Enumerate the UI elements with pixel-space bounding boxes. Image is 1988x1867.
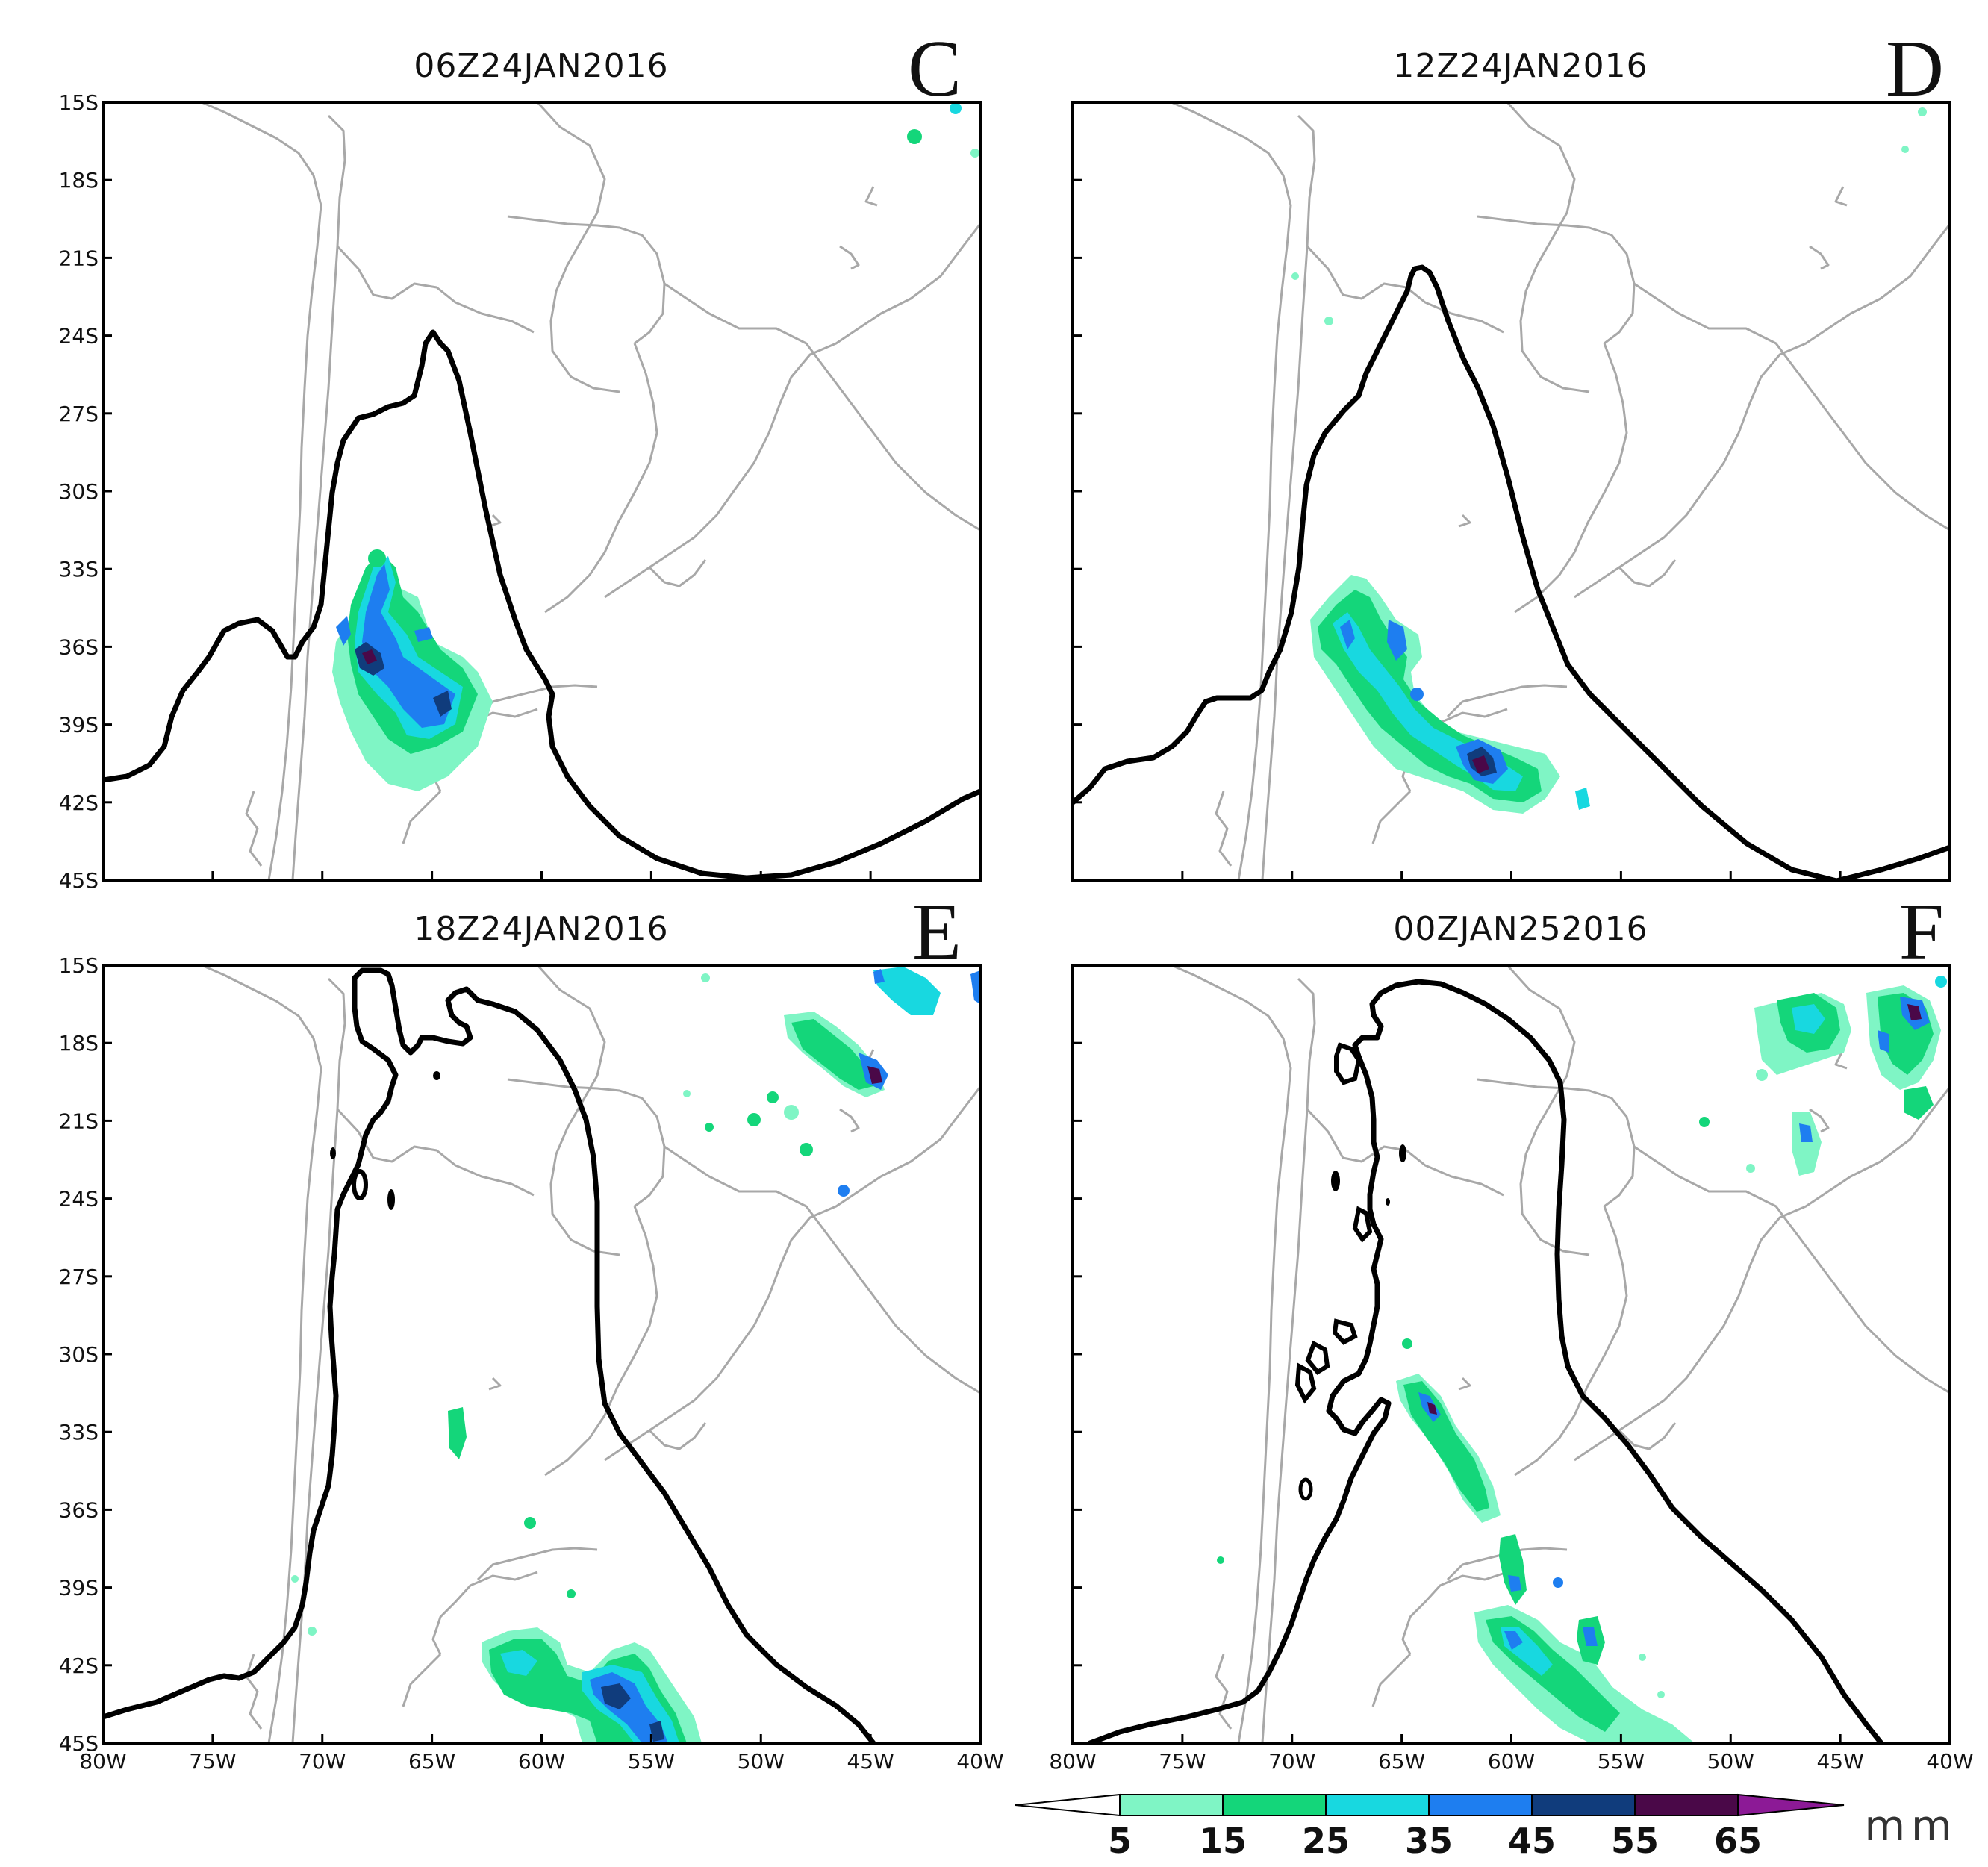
lon-tick-label: 65W [1378, 1749, 1425, 1774]
colorbar: 5 15 25 35 45 55 65 mm [1015, 1793, 1957, 1861]
axis-ticks: 15S 18S 21S 24S 27S 30S 33S 36S 39S 42S 45S 15S 18S 2… [59, 90, 1974, 1774]
lat-tick-label: 24S [59, 1187, 99, 1212]
panel-c-coastlines [201, 102, 980, 880]
lat-tick-label: 27S [59, 1265, 99, 1289]
lon-tick-label: 55W [1598, 1749, 1645, 1774]
colorbar-tick-label: 35 [1405, 1821, 1453, 1861]
panel-f-precipitation [1217, 976, 1947, 1743]
lon-tick-label: 65W [408, 1749, 455, 1774]
panel-e-title: 18Z24JAN2016 [414, 910, 668, 948]
panel-e-precipitation [291, 967, 980, 1743]
colorbar-bin-25-35 [1325, 1794, 1430, 1816]
colorbar-bin-45-55 [1531, 1794, 1636, 1816]
lon-tick-label: 45W [847, 1749, 894, 1774]
panel-f-title: 00ZJAN252016 [1393, 910, 1648, 948]
lon-tick-label: 80W [1049, 1749, 1096, 1774]
panel-c-precipitation [332, 102, 979, 791]
colorbar-tick-labels: 5 15 25 35 45 55 65 [1108, 1821, 1762, 1861]
lat-tick-label: 33S [59, 1420, 99, 1444]
panel-c-title: 06Z24JAN2016 [414, 47, 668, 85]
lat-tick-label: 15S [59, 953, 99, 978]
lon-tick-label: 60W [518, 1749, 565, 1774]
panel-d-coastlines [1171, 102, 1950, 880]
colorbar-bin-55-65 [1634, 1794, 1739, 1816]
lon-tick-label: 40W [956, 1749, 1003, 1774]
panel-e-letter: E [912, 888, 962, 976]
lat-tick-label: 33S [59, 557, 99, 582]
lat-tick-label: 21S [59, 1109, 99, 1133]
panel-c: 06Z24JAN2016 C [102, 25, 982, 882]
lat-tick-label: 39S [59, 713, 99, 738]
lon-tick-label: 75W [189, 1749, 236, 1774]
lat-tick-label: 36S [59, 635, 99, 659]
panel-c-frame [102, 101, 982, 882]
colorbar-bin-15-25 [1222, 1794, 1327, 1816]
panel-e: 18Z24JAN2016 E [102, 888, 982, 1745]
lon-tick-label: 70W [299, 1749, 346, 1774]
colorbar-lower-arrow [1015, 1793, 1121, 1817]
panel-c-front-contour [103, 329, 980, 880]
lat-tick-label: 39S [59, 1576, 99, 1600]
panel-d-letter: D [1886, 25, 1944, 113]
lon-tick-label: 50W [1707, 1749, 1754, 1774]
panel-d-title: 12Z24JAN2016 [1393, 47, 1648, 85]
lat-tick-label: 42S [59, 1654, 99, 1678]
lat-tick-label: 18S [59, 1031, 99, 1056]
colorbar-unit: mm [1864, 1802, 1957, 1851]
colorbar-bin-5-15 [1119, 1794, 1224, 1816]
colorbar-bin-35-45 [1428, 1794, 1533, 1816]
lon-tick-label: 80W [79, 1749, 126, 1774]
lat-tick-label: 18S [59, 168, 99, 193]
lon-tick-label: 40W [1926, 1749, 1973, 1774]
colorbar-tick-label: 5 [1108, 1821, 1132, 1861]
lat-tick-label: 36S [59, 1497, 99, 1522]
lon-tick-label: 50W [738, 1749, 785, 1774]
panel-f: 00ZJAN252016 F [1071, 888, 1951, 1745]
lat-tick-label: 30S [59, 479, 99, 504]
panel-c-letter: C [908, 25, 962, 113]
colorbar-tick-label: 15 [1199, 1821, 1247, 1861]
lat-tick-label: 21S [59, 246, 99, 270]
panel-f-coastlines [1171, 965, 1950, 1743]
panel-e-coastlines [201, 965, 980, 1743]
colorbar-upper-arrow [1737, 1793, 1845, 1817]
colorbar-tick-label: 55 [1611, 1821, 1659, 1861]
lon-tick-label: 75W [1159, 1749, 1206, 1774]
colorbar-tick-label: 65 [1714, 1821, 1762, 1861]
lon-tick-label: 45W [1816, 1749, 1863, 1774]
lat-tick-label: 27S [59, 402, 99, 426]
panel-f-letter: F [1899, 888, 1944, 976]
panel-d-front-contour [1073, 264, 1950, 880]
lat-tick-label: 24S [59, 324, 99, 349]
panel-d: 12Z24JAN2016 D [1071, 25, 1951, 882]
panel-f-front-contour [1087, 979, 1884, 1743]
colorbar-tick-label: 25 [1302, 1821, 1350, 1861]
lat-tick-label: 42S [59, 791, 99, 815]
colorbar-tick-label: 45 [1508, 1821, 1556, 1861]
lon-tick-label: 70W [1268, 1749, 1315, 1774]
panel-d-precipitation [1291, 107, 1927, 814]
lat-tick-label: 15S [59, 90, 99, 115]
lat-tick-label: 45S [59, 1731, 99, 1756]
lat-tick-label: 30S [59, 1342, 99, 1367]
panel-e-front-contour [103, 967, 876, 1743]
lon-tick-label: 55W [628, 1749, 675, 1774]
lat-tick-label: 45S [59, 868, 99, 893]
lon-tick-label: 60W [1488, 1749, 1535, 1774]
